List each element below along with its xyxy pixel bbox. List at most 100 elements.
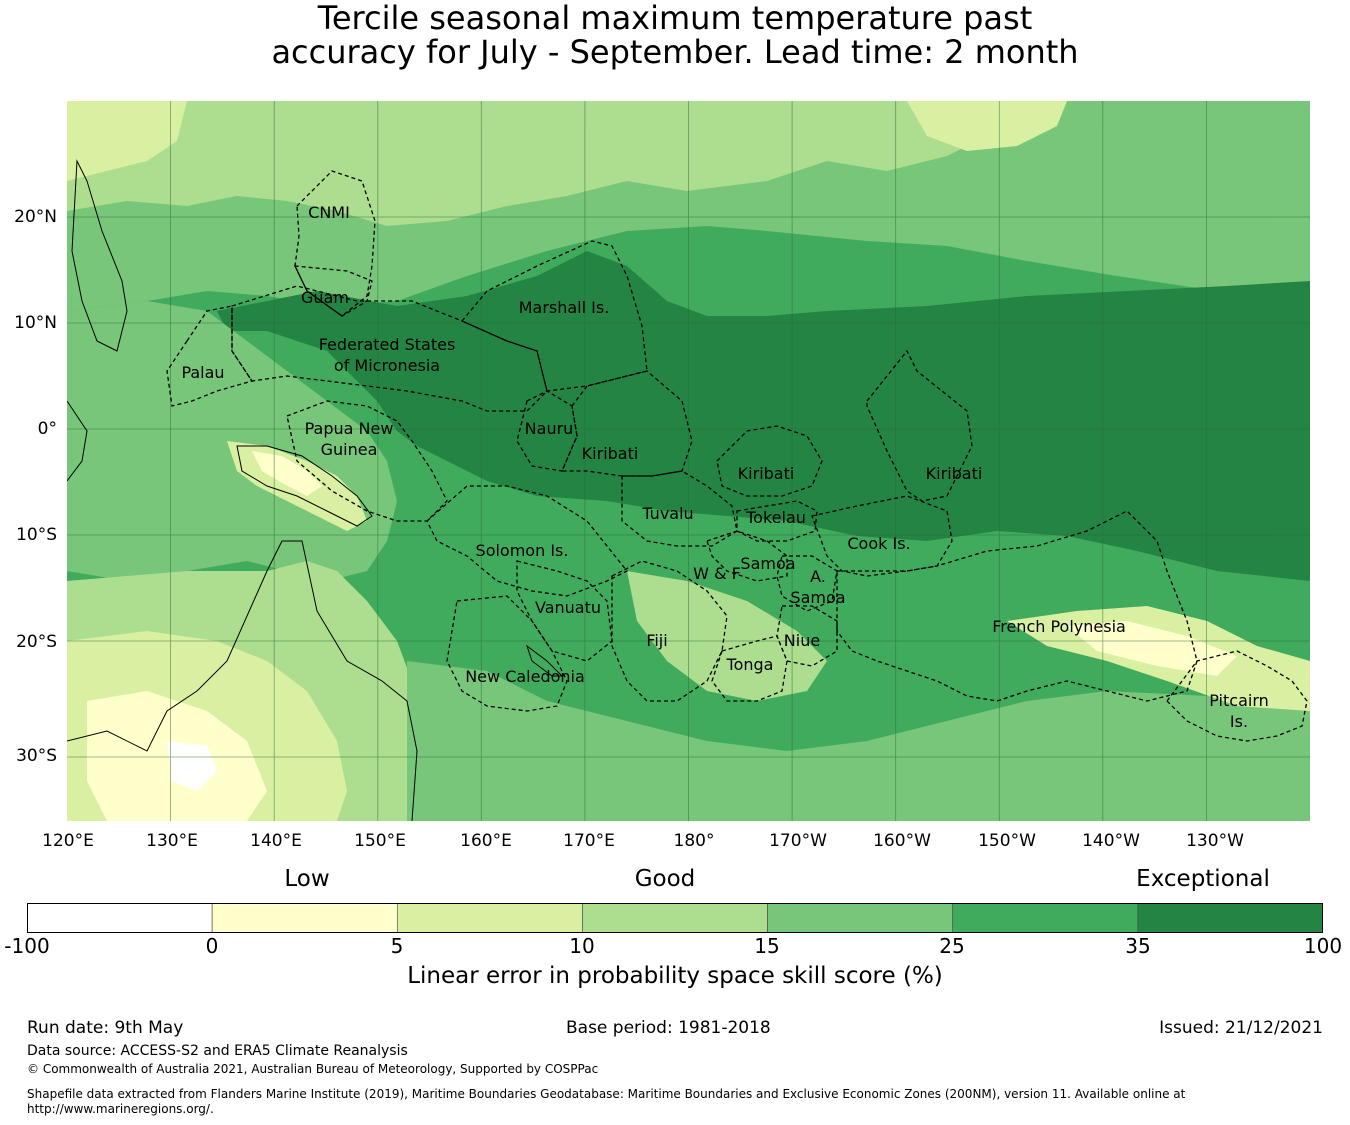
region-label-kiribati-gilbert: Kiribati bbox=[582, 444, 639, 463]
colorbar-tick-label: 5 bbox=[390, 934, 404, 958]
skill-field-north-pale-2 bbox=[67, 101, 187, 181]
eez-pitcairn bbox=[1166, 650, 1308, 742]
y-tick-label: 20°S bbox=[16, 632, 57, 652]
eez-kiribati-gilbert bbox=[561, 370, 693, 477]
skill-field-south-light bbox=[407, 661, 1310, 821]
region-label-nauru: Nauru bbox=[525, 419, 574, 438]
run-date: Run date: 9th May bbox=[27, 1018, 184, 1038]
legend-category-good: Good bbox=[634, 866, 696, 892]
issued-date: Issued: 21/12/2021 bbox=[1159, 1018, 1323, 1038]
eez-french-polynesia bbox=[836, 510, 1198, 702]
colorbar-tick-label: 15 bbox=[754, 934, 780, 958]
colorbar-tick-label: 100 bbox=[1303, 934, 1343, 958]
region-label-tonga: Tonga bbox=[726, 655, 774, 674]
shapefile-credit: Shapefile data extracted from Flanders M… bbox=[27, 1087, 1186, 1101]
y-tick-label: 30°S bbox=[16, 746, 57, 766]
region-label-cnmi: CNMI bbox=[308, 203, 350, 222]
eez-new-caledonia bbox=[446, 595, 568, 712]
skill-field-south-pale bbox=[627, 571, 827, 701]
region-label-fsm-1: Federated States bbox=[319, 335, 456, 354]
region-label-fiji: Fiji bbox=[646, 631, 667, 650]
region-label-palau: Palau bbox=[181, 363, 224, 382]
region-label-french-polynesia: French Polynesia bbox=[992, 617, 1126, 636]
region-label-cook: Cook Is. bbox=[847, 534, 910, 553]
region-label-samoa: Samoa bbox=[740, 554, 795, 573]
legend-category-exceptional: Exceptional bbox=[1136, 866, 1270, 892]
coast-new-caledonia bbox=[526, 644, 564, 677]
colorbar-tick-label: 25 bbox=[939, 934, 965, 958]
colorbar-swatch bbox=[952, 903, 1139, 933]
skill-field-north-pale bbox=[67, 101, 1007, 226]
x-tick-label: 130°W bbox=[1186, 831, 1244, 851]
map-title-line-1: Tercile seasonal maximum temperature pas… bbox=[317, 0, 1033, 37]
skill-field-north-pale-3 bbox=[907, 101, 1067, 151]
skill-score-map: CNMI Guam Marshall Is. Federated States … bbox=[67, 101, 1310, 821]
map-title-line-2: accuracy for July - September. Lead time… bbox=[271, 33, 1079, 71]
colorbar bbox=[27, 903, 1323, 933]
x-tick-label: 180° bbox=[673, 831, 715, 851]
region-label-american-samoa-2: Samoa bbox=[790, 588, 845, 607]
legend-category-low: Low bbox=[284, 866, 330, 892]
colorbar-swatch bbox=[396, 903, 583, 933]
eez-cnmi bbox=[294, 170, 376, 317]
x-tick-label: 130°E bbox=[146, 831, 198, 851]
region-label-fsm-2: of Micronesia bbox=[334, 356, 440, 375]
eez-fsm bbox=[231, 285, 548, 412]
colorbar-tick-label: 35 bbox=[1125, 934, 1151, 958]
skill-field-png-bright bbox=[252, 451, 322, 496]
x-tick-label: 120°E bbox=[42, 831, 94, 851]
colorbar-tick-label: -100 bbox=[4, 934, 50, 958]
region-label-png-2: Guinea bbox=[321, 440, 378, 459]
eez-boundaries bbox=[166, 170, 1308, 742]
region-label-marshall: Marshall Is. bbox=[519, 298, 610, 317]
region-label-niue: Niue bbox=[784, 631, 820, 650]
region-label-american-samoa-1: A. bbox=[810, 567, 826, 586]
colorbar-label: Linear error in probability space skill … bbox=[407, 963, 943, 989]
region-label-tuvalu: Tuvalu bbox=[641, 504, 693, 523]
colorbar-swatch bbox=[211, 903, 398, 933]
region-label-png-1: Papua New bbox=[305, 419, 394, 438]
x-tick-label: 170°E bbox=[563, 831, 615, 851]
region-label-tokelau: Tokelau bbox=[745, 508, 806, 527]
shapefile-url: http://www.marineregions.org/. bbox=[27, 1102, 214, 1116]
region-label-kiribati-line: Kiribati bbox=[926, 464, 983, 483]
skill-field-french-polynesia-bright bbox=[1067, 621, 1237, 676]
colorbar-tick-label: 0 bbox=[205, 934, 219, 958]
coast-borneo bbox=[67, 400, 88, 482]
eez-kiribati-line bbox=[866, 349, 973, 502]
data-source: Data source: ACCESS-S2 and ERA5 Climate … bbox=[27, 1043, 408, 1059]
colorbar-tick-label: 10 bbox=[569, 934, 595, 958]
coast-philippines bbox=[71, 159, 128, 352]
region-label-solomon: Solomon Is. bbox=[476, 541, 569, 560]
colorbar-swatch bbox=[582, 903, 768, 933]
eez-samoa bbox=[706, 530, 788, 582]
eez-kiribati-phoenix bbox=[716, 425, 823, 497]
coastlines bbox=[67, 159, 564, 821]
coast-australia bbox=[67, 540, 418, 821]
region-label-pitcairn-1: Pitcairn bbox=[1209, 691, 1269, 710]
x-tick-label: 170°W bbox=[769, 831, 827, 851]
eez-fiji bbox=[611, 560, 728, 702]
y-tick-label: 20°N bbox=[14, 207, 57, 227]
region-label-vanuatu: Vanuatu bbox=[535, 598, 601, 617]
colorbar-swatch bbox=[767, 903, 954, 933]
x-tick-label: 140°E bbox=[250, 831, 302, 851]
eez-png bbox=[286, 400, 448, 522]
eez-marshall bbox=[460, 240, 648, 392]
eez-tonga bbox=[711, 635, 788, 702]
x-tick-label: 140°W bbox=[1082, 831, 1140, 851]
skill-field-australia-white bbox=[167, 741, 217, 791]
region-label-guam: Guam bbox=[301, 288, 349, 307]
x-tick-label: 150°E bbox=[354, 831, 406, 851]
region-label-wallis-futuna: W & F bbox=[693, 564, 741, 583]
eez-tokelau bbox=[736, 500, 818, 542]
eez-solomon bbox=[426, 485, 629, 597]
x-tick-label: 160°E bbox=[460, 831, 512, 851]
region-label-kiribati-phoenix: Kiribati bbox=[738, 464, 795, 483]
copyright: © Commonwealth of Australia 2021, Austra… bbox=[27, 1062, 599, 1076]
eez-vanuatu bbox=[516, 560, 613, 662]
y-tick-label: 0° bbox=[37, 419, 57, 439]
y-tick-label: 10°S bbox=[16, 525, 57, 545]
y-tick-label: 10°N bbox=[14, 313, 57, 333]
x-tick-label: 150°W bbox=[978, 831, 1036, 851]
